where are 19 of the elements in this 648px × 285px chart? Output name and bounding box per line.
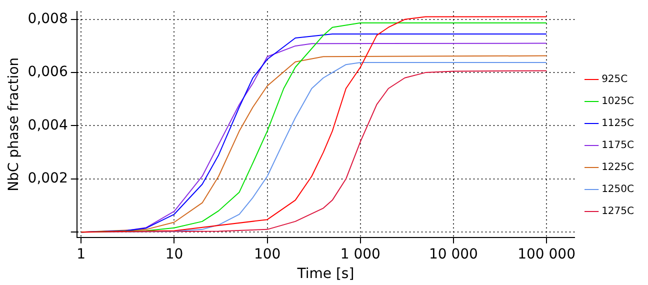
y-tick-label: 0,002 bbox=[28, 170, 68, 187]
legend-label: 1125C bbox=[602, 118, 634, 130]
x-tick-label: 10 bbox=[165, 246, 184, 262]
x-tick-label: 100 000 bbox=[518, 246, 576, 262]
legend-label: 1025C bbox=[602, 96, 634, 108]
x-tick-label: 10 000 bbox=[428, 246, 478, 262]
x-axis-title: Time [s] bbox=[296, 266, 354, 282]
y-axis-title: NbC phase fraction bbox=[6, 57, 22, 192]
x-tick-label: 1 bbox=[76, 246, 86, 262]
y-tick-label: 0,004 bbox=[28, 117, 68, 134]
x-tick-label: 1 000 bbox=[340, 246, 380, 262]
legend-label: 925C bbox=[602, 74, 628, 86]
x-tick-label: 100 bbox=[254, 246, 281, 262]
legend-label: 1250C bbox=[602, 184, 634, 196]
legend-label: 1275C bbox=[602, 206, 634, 218]
y-tick-label: 0,008 bbox=[28, 11, 68, 28]
legend-label: 1175C bbox=[602, 140, 634, 152]
legend-label: 1225C bbox=[602, 162, 634, 174]
y-tick-label: 0,006 bbox=[28, 64, 68, 80]
